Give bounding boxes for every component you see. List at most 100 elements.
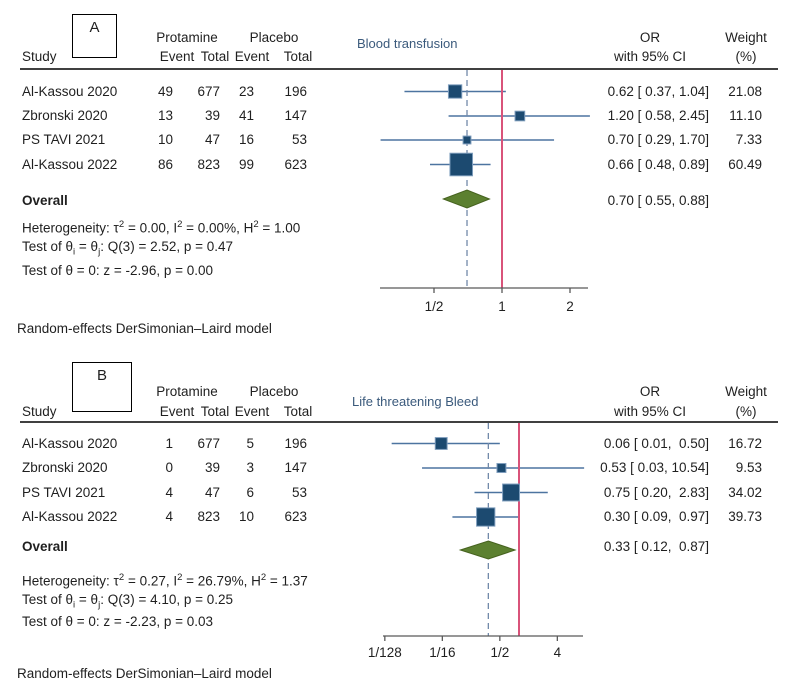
weight-value: 7.33 (735, 132, 762, 147)
column-header-protamine: Protamine (156, 384, 218, 399)
column-header-or: OR (639, 30, 661, 45)
study-name: Zbronski 2020 (22, 108, 108, 123)
forest-plot-a (380, 70, 590, 293)
effect-box-marker (502, 483, 521, 502)
column-header-or: OR (639, 384, 661, 399)
effect-box-marker (449, 152, 474, 177)
overall-or-ci-value: 0.33 [ 0.12, 0.87] (603, 539, 709, 554)
stat-text: = 0.00%, H (182, 220, 254, 236)
protamine-event-count: 49 (157, 83, 173, 99)
stat-text: = 1.00 (258, 220, 301, 236)
weight-value: 21.08 (728, 83, 762, 99)
placebo-total-count: 53 (291, 484, 307, 500)
effect-box-marker (476, 507, 496, 527)
column-header-weight: Weight (725, 384, 767, 399)
or-ci-value: 0.66 [ 0.48, 0.89] (607, 156, 709, 172)
stat-text: Test of θ (22, 592, 74, 607)
stat-text: Heterogeneity: τ (22, 220, 119, 236)
or-ci-value: 0.62 [ 0.37, 1.04] (607, 83, 709, 99)
axis-tick-label: 1/2 (490, 645, 510, 660)
header-rule-a (20, 68, 778, 70)
or-ci-value: 0.75 [ 0.20, 2.83] (603, 484, 709, 500)
column-header-protamine: Protamine (156, 30, 218, 45)
protamine-total-count: 39 (204, 460, 220, 475)
placebo-event-count: 6 (246, 484, 254, 500)
placebo-event-count: 41 (238, 108, 254, 123)
protamine-event-count: 10 (157, 132, 173, 147)
placebo-event-count: 16 (238, 132, 254, 147)
panel-a-label: A (89, 19, 100, 36)
axis-tick-label: 1/128 (367, 645, 402, 660)
effect-box-marker (496, 463, 507, 473)
axis-tick-label: 4 (553, 645, 562, 660)
study-name: Al-Kassou 2022 (22, 509, 118, 524)
study-name: Al-Kassou 2020 (22, 83, 118, 99)
test-q-stats-b: Test of θi = θj: Q(3) = 4.10, p = 0.25 (22, 591, 233, 615)
effect-box-marker (447, 84, 463, 99)
placebo-event-count: 99 (238, 156, 254, 172)
stat-text: Heterogeneity: τ (22, 573, 119, 589)
effect-box-marker (514, 110, 526, 122)
protamine-event-count: 4 (165, 509, 173, 524)
column-header-event-protamine: Event (159, 404, 195, 419)
overall-label: Overall (22, 193, 68, 208)
axis-tick-label: 1 (498, 299, 506, 314)
protamine-total-count: 677 (197, 83, 220, 99)
protamine-total-count: 47 (204, 132, 220, 147)
study-name: Al-Kassou 2020 (22, 435, 118, 451)
study-name: PS TAVI 2021 (22, 484, 106, 500)
subscript: j (98, 599, 101, 611)
placebo-total-count: 147 (284, 108, 307, 123)
protamine-total-count: 823 (197, 509, 220, 524)
panel-b-label: B (96, 367, 107, 384)
weight-value: 11.10 (729, 108, 762, 123)
test-z-stats-a: Test of θ = 0: z = -2.96, p = 0.00 (22, 263, 213, 278)
placebo-total-count: 196 (284, 83, 307, 99)
plot-title-b: Life threatening Bleed (352, 394, 479, 409)
forest-plot-b (383, 423, 585, 641)
weight-value: 9.53 (735, 460, 762, 475)
axis-tick-label: 1/16 (429, 645, 456, 660)
protamine-event-count: 0 (165, 460, 173, 475)
axis-tick-label: 2 (566, 299, 574, 314)
protamine-total-count: 677 (197, 435, 220, 451)
superscript: 2 (177, 219, 183, 230)
subscript: i (73, 599, 76, 611)
placebo-total-count: 53 (291, 132, 307, 147)
placebo-total-count: 147 (284, 460, 307, 475)
column-header-event-placebo: Event (234, 49, 270, 64)
overall-diamond (458, 540, 517, 560)
placebo-total-count: 623 (284, 509, 307, 524)
placebo-event-count: 23 (238, 83, 254, 99)
placebo-total-count: 623 (284, 156, 307, 172)
study-name: Al-Kassou 2022 (22, 156, 118, 172)
column-header-weight-pct: (%) (735, 404, 757, 419)
superscript: 2 (177, 572, 183, 583)
model-note-a: Random-effects DerSimonian–Laird model (17, 321, 272, 336)
column-header-or-ci: with 95% CI (613, 49, 687, 64)
stat-text: = θ (75, 592, 99, 607)
stat-text: = 1.37 (266, 573, 308, 589)
stat-text: Test of θ (22, 239, 74, 254)
placebo-total-count: 196 (284, 435, 307, 451)
column-header-weight-pct: (%) (735, 49, 757, 64)
column-header-total-protamine: Total (200, 404, 230, 419)
weight-value: 34.02 (728, 484, 762, 500)
column-header-event-placebo: Event (234, 404, 270, 419)
column-header-weight: Weight (725, 30, 767, 45)
study-name: Zbronski 2020 (22, 460, 108, 475)
protamine-event-count: 86 (157, 156, 173, 172)
effect-box-marker (434, 437, 448, 450)
column-header-event-protamine: Event (159, 49, 195, 64)
stat-text: = θ (75, 239, 99, 254)
protamine-total-count: 823 (197, 156, 220, 172)
overall-label: Overall (22, 539, 68, 554)
overall-diamond (441, 189, 491, 209)
protamine-event-count: 4 (165, 484, 173, 500)
or-ci-value: 0.30 [ 0.09, 0.97] (603, 509, 709, 524)
weight-value: 39.73 (728, 509, 762, 524)
panel-a-label-box: A (72, 14, 117, 58)
axis-tick-label: 1/2 (424, 299, 444, 314)
